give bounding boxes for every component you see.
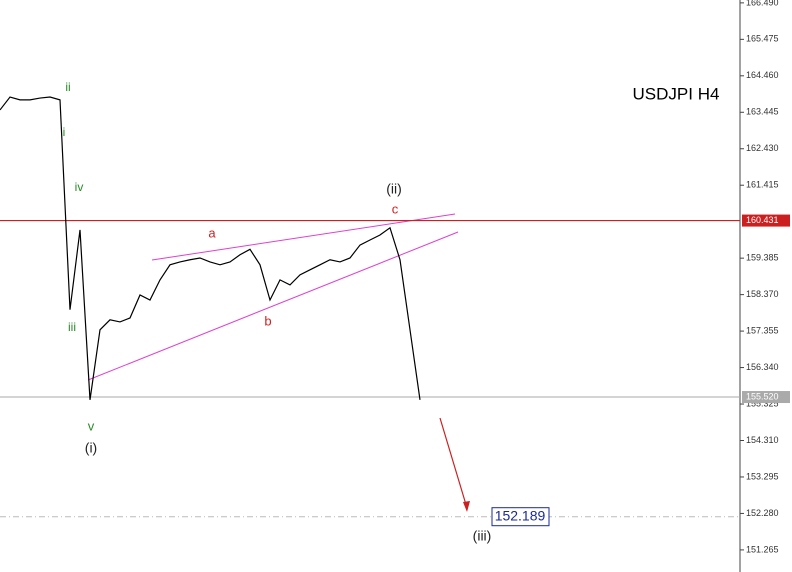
annotation: c [392,201,399,216]
y-tick-label: 156.340 [746,362,779,372]
y-tick-label: 158.370 [746,289,779,299]
annotation: (iii) [473,528,492,544]
forecast-arrow [439,417,468,509]
price-line [0,96,421,400]
price-level-label: 155.520 [746,391,779,401]
y-tick-label: 161.415 [746,180,779,190]
price-level-box [742,391,790,404]
annotation: a [208,225,216,240]
annotation: iii [68,320,76,334]
y-tick-label: 165.475 [746,34,779,44]
y-tick-label: 153.295 [746,471,779,481]
y-tick-label: 157.355 [746,325,779,335]
annotation: b [264,313,271,328]
annotation: USDJPI H4 [633,84,720,103]
annotation: iv [75,180,84,194]
wedge-upper-line [151,213,456,261]
annotation: ii [65,80,70,94]
target-box [491,507,550,527]
price-level-label: 160.431 [746,215,779,225]
annotation: v [88,418,95,433]
y-tick-label: 154.310 [746,435,779,445]
y-tick-label: 163.445 [746,107,779,117]
y-tick-label: 164.460 [746,70,779,80]
target-label: 152.189 [495,507,546,523]
annotation: (i) [85,440,97,456]
y-tick-label: 159.385 [746,253,779,263]
y-tick-label: 152.280 [746,508,779,518]
y-tick-label: 166.490 [746,0,779,7]
price-level-box [742,214,790,227]
annotation: (ii) [386,181,402,197]
y-tick-label: 155.325 [746,398,779,408]
forecast-arrow-head [463,501,470,512]
annotation: i [63,125,66,139]
wedge-lower-line [87,231,459,381]
y-tick-label: 162.430 [746,143,779,153]
y-tick-label: 151.265 [746,544,779,554]
